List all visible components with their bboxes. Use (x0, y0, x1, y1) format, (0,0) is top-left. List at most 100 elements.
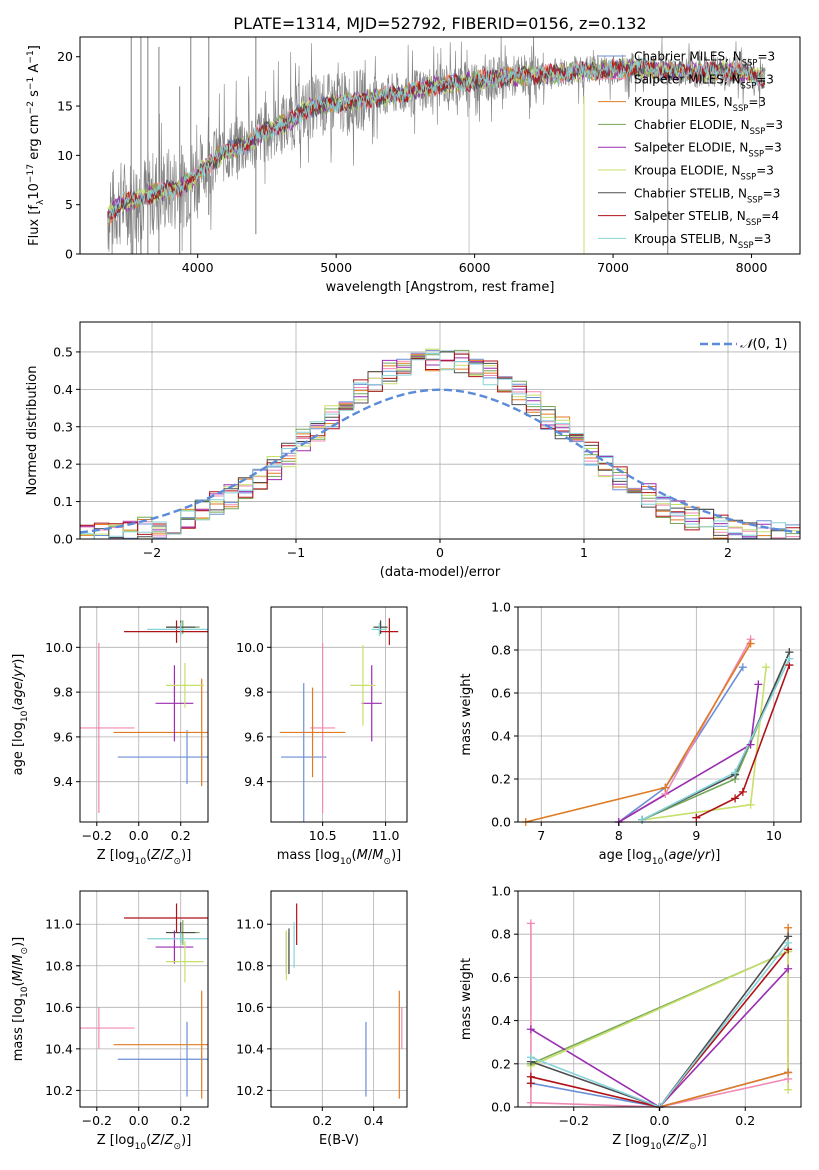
y-tick-label: 0.4 (491, 1013, 511, 1028)
weight-marker (754, 680, 763, 689)
histogram-kroupa-stelib (80, 353, 800, 539)
x-tick-label: 8 (615, 828, 623, 843)
y-tick-label: 10.6 (236, 1000, 264, 1015)
y-tick-label: 0.8 (491, 643, 511, 658)
weight-marker (661, 783, 670, 792)
y-tick-label: 9.4 (244, 774, 264, 789)
weight-marker (784, 1085, 793, 1094)
weight-marker (784, 938, 793, 947)
model-line (107, 56, 766, 224)
weight-marker (746, 639, 755, 648)
x-axis-label: age [log10(age/yr)] (599, 848, 721, 867)
axes-frame (79, 36, 801, 255)
weight-marker (526, 1025, 535, 1034)
y-tick-label: 11.0 (45, 917, 73, 932)
x-axis-label: (data-model)/error (380, 565, 501, 580)
legend-label: Kroupa MILES, NSSP=3 (634, 95, 766, 113)
panel-weight_vs_age: 7 8 9 10 0.0 0.2 0.4 0.6 0.8 1.0 age [log10(age/yr… (459, 600, 802, 867)
x-tick-label: 2 (724, 545, 732, 560)
x-tick-label: −0.2 (82, 828, 112, 843)
panel-mass_vs_ebv: 0.2 0.4 10.2 10.4 10.6 10.8 11.0 E(B-V) (236, 890, 408, 1148)
x-axis-label: Z [log10(Z/Z⊙)] (97, 848, 192, 867)
x-tick-label: −1 (287, 545, 305, 560)
weight-line (530, 935, 789, 1107)
weight-marker (692, 813, 701, 822)
weight-marker (746, 800, 755, 809)
axes-frame (79, 606, 209, 823)
y-axis-label: Flux [fλ10−17 erg cm−2 s−1 A−1] (26, 45, 46, 246)
plot-area (80, 903, 208, 1099)
y-tick-label: 10.0 (45, 640, 73, 655)
y-tick-label: 0.4 (53, 382, 73, 397)
x-tick-label: 10.5 (309, 828, 337, 843)
y-tick-label: 10.4 (45, 1041, 73, 1056)
y-tick-label: 9.6 (53, 729, 73, 744)
plot-area (80, 620, 208, 814)
legend-label: Salpeter MILES, NSSP=3 (634, 72, 774, 90)
y-tick-label: 11.0 (236, 917, 264, 932)
x-tick-label: 0.2 (735, 1113, 755, 1128)
y-tick-label: 0.0 (491, 1100, 511, 1115)
y-tick-label: 0.5 (53, 344, 73, 359)
x-tick-label: −2 (143, 545, 161, 560)
panel-weight_vs_Z: −0.2 0.0 0.2 0.0 0.2 0.4 0.6 0.8 1.0 Z [log10(Z/Z… (459, 884, 802, 1152)
y-tick-label: 0 (65, 247, 73, 262)
y-tick-label: 10.0 (236, 640, 264, 655)
y-tick-label: 0.1 (53, 494, 73, 509)
weight-marker (785, 654, 794, 663)
plot-area (107, 37, 766, 254)
y-tick-label: 0.8 (491, 927, 511, 942)
legend-label: Chabrier STELIB, NSSP=3 (634, 186, 780, 204)
panel-spectrum: 4000 5000 6000 7000 8000 0 5 10 15 20 wavelength [… (26, 36, 801, 295)
y-axis-label: mass [log10(M/M⊙)] (11, 937, 30, 1061)
x-axis-label: mass [log10(M/M⊙)] (277, 848, 401, 867)
x-tick-label: 1 (580, 545, 588, 560)
axes-frame (270, 606, 408, 823)
panel-age_vs_Z: −0.2 0.0 0.2 9.4 9.6 9.8 10.0 Z [log10(Z/Z⊙)] ag… (11, 606, 209, 867)
x-tick-label: 0.2 (312, 1113, 332, 1128)
weight-line (530, 942, 789, 1107)
y-tick-label: 1.0 (491, 884, 511, 899)
y-tick-label: 0.2 (53, 457, 73, 472)
y-tick-label: 0.6 (491, 686, 511, 701)
plot-area (530, 923, 789, 1107)
legend-label: 𝒩(0, 1) (740, 337, 787, 352)
x-tick-label: 9 (692, 828, 700, 843)
y-tick-label: 10.6 (45, 1000, 73, 1015)
y-tick-label: 10.2 (236, 1083, 264, 1098)
weight-marker (526, 1072, 535, 1081)
axes-frame (517, 606, 802, 823)
y-tick-label: 10.8 (45, 958, 73, 973)
legend-label: Salpeter STELIB, NSSP=4 (634, 209, 779, 227)
histogram-salpeter-stelib (80, 353, 800, 539)
weight-marker (784, 964, 793, 973)
weight-marker (762, 663, 771, 672)
x-tick-label: 4000 (182, 260, 214, 275)
y-tick-label: 9.8 (244, 685, 264, 700)
legend-label: Kroupa STELIB, NSSP=3 (634, 232, 771, 250)
y-tick-label: 9.8 (53, 685, 73, 700)
x-tick-label: 0.0 (129, 828, 149, 843)
x-axis-label: E(B-V) (319, 1133, 359, 1148)
y-tick-label: 10.8 (236, 958, 264, 973)
figure-title: PLATE=1314, MJD=52792, FIBERID=0156, z=0… (233, 14, 646, 33)
panel-age_vs_mass: 10.5 11.0 9.4 9.6 9.8 10.0 mass [log10(M/M⊙)] (236, 606, 408, 867)
y-tick-label: 5 (65, 197, 73, 212)
y-tick-label: 9.6 (244, 729, 264, 744)
y-tick-label: 10.2 (45, 1083, 73, 1098)
legend-label: Salpeter ELODIE, NSSP=3 (634, 141, 782, 159)
y-tick-label: 0.2 (491, 1056, 511, 1071)
x-tick-label: 8000 (736, 260, 768, 275)
y-tick-label: 10.4 (236, 1041, 264, 1056)
weight-marker (784, 1068, 793, 1077)
x-tick-label: 11.0 (372, 828, 400, 843)
y-tick-label: 20 (57, 49, 73, 64)
weight-marker (746, 740, 755, 749)
weight-line (530, 968, 789, 1107)
axes-frame (79, 890, 209, 1108)
legend-label: Kroupa ELODIE, NSSP=3 (634, 164, 774, 182)
weight-marker (731, 794, 740, 803)
weight-marker (731, 768, 740, 777)
x-tick-label: 6000 (459, 260, 491, 275)
y-tick-label: 0.6 (491, 970, 511, 985)
